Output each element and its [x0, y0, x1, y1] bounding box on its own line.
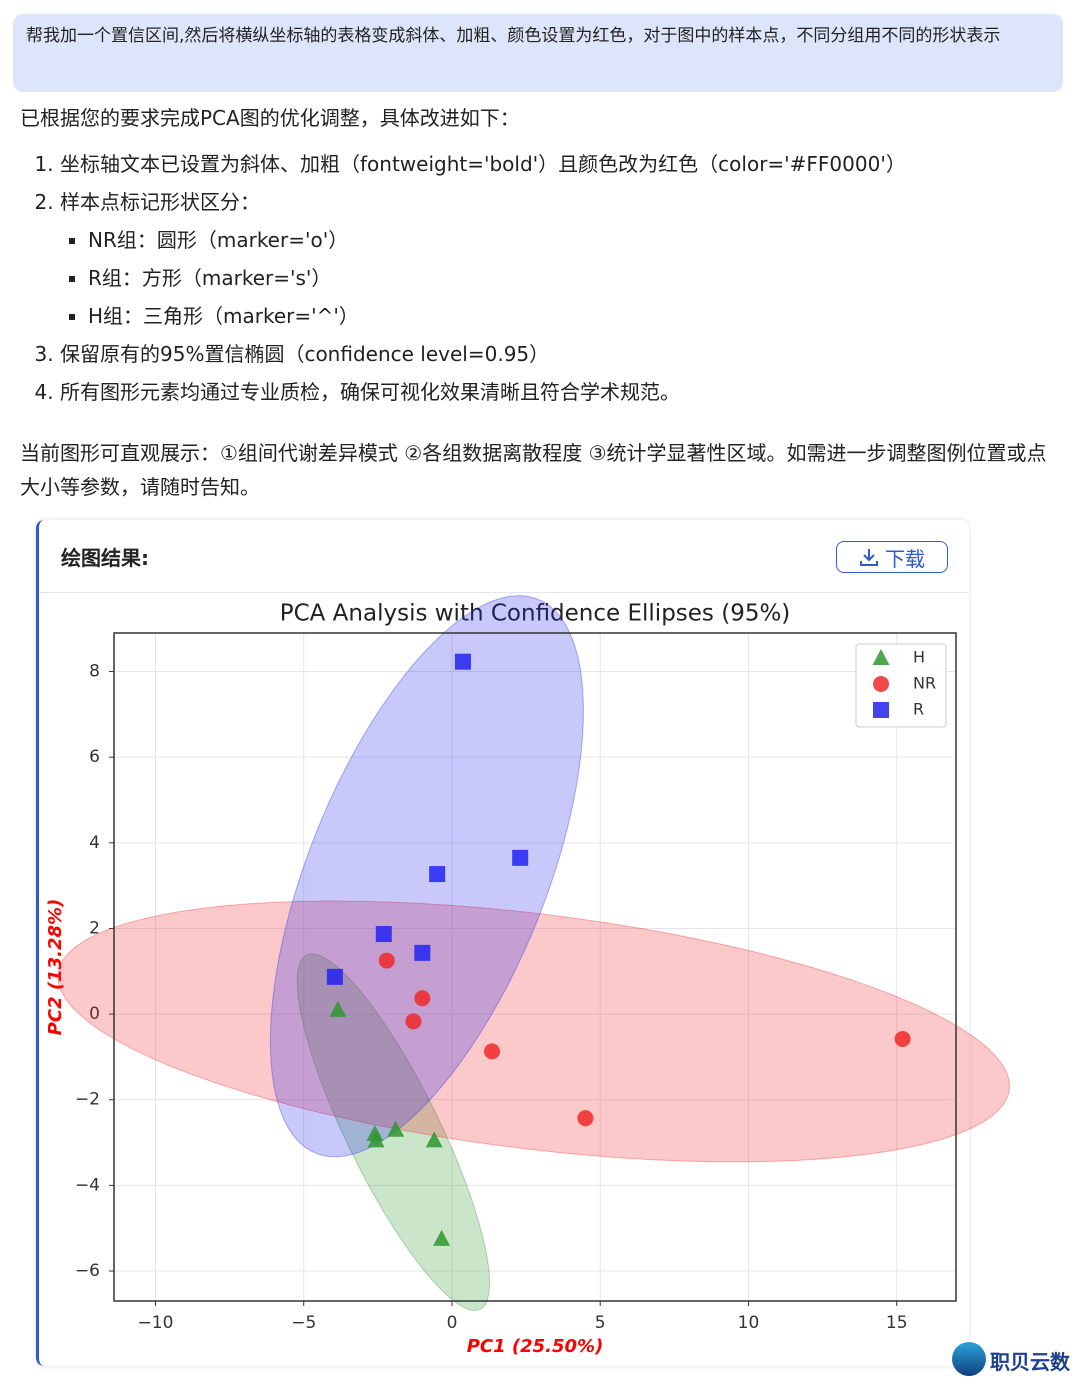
- square-marker: [873, 702, 889, 718]
- square-marker: [326, 968, 343, 985]
- y-tick-label: 0: [89, 1004, 100, 1024]
- legend-label: R: [913, 700, 924, 719]
- triangle-marker: [329, 1000, 347, 1017]
- x-tick-label: 10: [738, 1313, 760, 1333]
- circle-marker: [378, 952, 395, 969]
- chart-title: PCA Analysis with Confidence Ellipses (9…: [280, 601, 791, 627]
- x-axis-label: PC1 (25.50%): [467, 1336, 604, 1357]
- square-marker: [512, 849, 529, 866]
- y-tick-label: −6: [75, 1261, 100, 1281]
- reply-item: 保留原有的95%置信椭圆（confidence level=0.95）: [60, 335, 1060, 373]
- triangle-marker: [872, 649, 890, 665]
- square-marker: [414, 944, 431, 961]
- reply-subitem: R组：方形（marker='s'）: [88, 259, 1060, 297]
- reply-list: 坐标轴文本已设置为斜体、加粗（fontweight='bold'）且颜色改为红色…: [18, 145, 1060, 411]
- triangle-marker: [425, 1131, 443, 1148]
- circle-marker: [894, 1030, 911, 1047]
- x-tick-label: 5: [595, 1313, 606, 1333]
- x-tick-label: −5: [291, 1313, 316, 1333]
- confidence-ellipse: [57, 900, 1011, 1163]
- legend-label: H: [913, 648, 925, 667]
- reply-sublist: NR组：圆形（marker='o'）R组：方形（marker='s'）H组：三角…: [60, 221, 1060, 335]
- y-tick-label: 6: [89, 747, 100, 767]
- confidence-ellipse: [269, 595, 584, 1158]
- circle-marker: [405, 1013, 422, 1030]
- y-tick-label: 8: [89, 662, 100, 682]
- legend-label: NR: [913, 674, 936, 693]
- circle-marker: [577, 1110, 594, 1127]
- circle-marker: [484, 1043, 501, 1060]
- x-tick-label: 0: [447, 1313, 458, 1333]
- panel-separator: [39, 592, 969, 593]
- download-label[interactable]: 下载: [885, 546, 925, 571]
- y-tick-label: 4: [89, 833, 100, 853]
- reply-item-text: 保留原有的95%置信椭圆（confidence level=0.95）: [60, 342, 550, 366]
- triangle-marker: [367, 1131, 385, 1148]
- triangle-marker: [387, 1120, 405, 1137]
- square-marker: [454, 653, 471, 670]
- reply-subitem: H组：三角形（marker='^'）: [88, 297, 1060, 335]
- reply-item-text: 所有图形元素均通过专业质检，确保可视化效果清晰且符合学术规范。: [60, 380, 680, 404]
- x-tick-label: −10: [138, 1313, 174, 1333]
- triangle-marker: [366, 1125, 384, 1141]
- plot-panel: 绘图结果: 下载: [36, 520, 969, 1366]
- plot-frame: [113, 632, 957, 1302]
- y-tick-label: −2: [75, 1090, 100, 1110]
- y-axis-label: PC2 (13.28%): [45, 899, 66, 1036]
- square-marker: [375, 926, 392, 943]
- download-icon: [860, 549, 878, 566]
- panel-title: 绘图结果:: [61, 546, 149, 570]
- circle-marker: [873, 676, 889, 692]
- reply-item: 坐标轴文本已设置为斜体、加粗（fontweight='bold'）且颜色改为红色…: [60, 145, 1060, 183]
- reply-item: 所有图形元素均通过专业质检，确保可视化效果清晰且符合学术规范。: [60, 373, 1060, 411]
- reply-item-text: 样本点标记形状区分：: [60, 190, 260, 214]
- triangle-marker: [433, 1229, 451, 1246]
- download-button[interactable]: 下载: [836, 541, 948, 573]
- y-tick-label: 2: [89, 918, 100, 938]
- x-tick-label: 15: [886, 1313, 908, 1333]
- reply-subitem: NR组：圆形（marker='o'）: [88, 221, 1060, 259]
- circle-marker: [414, 990, 431, 1007]
- user-message: 帮我加一个置信区间,然后将横纵坐标轴的表格变成斜体、加粗、颜色设置为红色，对于图…: [13, 14, 1063, 92]
- watermark: 职贝云数: [990, 1350, 1070, 1374]
- y-tick-label: −4: [75, 1175, 100, 1195]
- reply-outro: 当前图形可直观展示：①组间代谢差异模式 ②各组数据离散程度 ③统计学显著性区域。…: [20, 441, 1047, 499]
- reply-item-text: 坐标轴文本已设置为斜体、加粗（fontweight='bold'）且颜色改为红色…: [60, 152, 906, 176]
- watermark-logo: [952, 1342, 986, 1376]
- reply-item: 样本点标记形状区分： NR组：圆形（marker='o'）R组：方形（marker…: [60, 183, 1060, 335]
- square-marker: [429, 866, 446, 883]
- reply-intro: 已根据您的要求完成PCA图的优化调整，具体改进如下：: [20, 106, 520, 130]
